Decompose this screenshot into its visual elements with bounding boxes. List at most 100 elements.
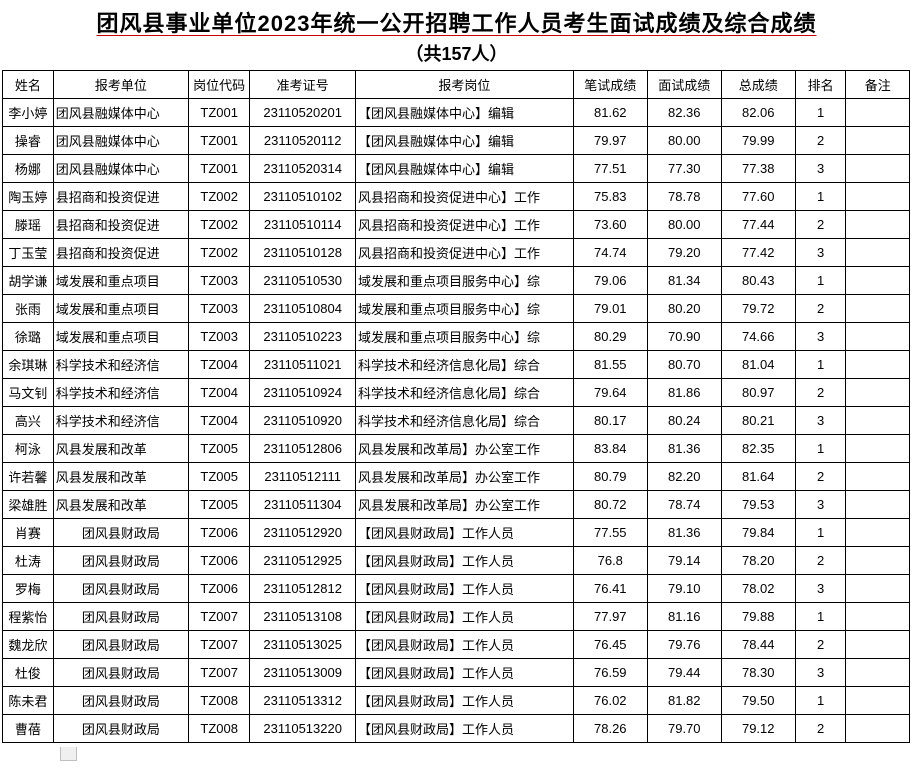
cell-interview: 79.44 bbox=[647, 659, 721, 687]
cell-rank: 2 bbox=[795, 463, 846, 491]
cell-post: 科学技术和经济信息化局】综合 bbox=[356, 407, 574, 435]
cell-post: 【团风县财政局】工作人员 bbox=[356, 547, 574, 575]
cell-remark bbox=[846, 323, 910, 351]
cell-unit: 风县发展和改革 bbox=[53, 463, 188, 491]
cell-name: 肖赛 bbox=[3, 519, 54, 547]
cell-post: 【团风县融媒体中心】编辑 bbox=[356, 99, 574, 127]
cell-ticket: 23110510530 bbox=[250, 267, 356, 295]
cell-rank: 2 bbox=[795, 211, 846, 239]
table-row: 杨娜团风县融媒体中心TZ00123110520314【团风县融媒体中心】编辑77… bbox=[3, 155, 910, 183]
cell-ticket: 23110510128 bbox=[250, 239, 356, 267]
cell-name: 杜俊 bbox=[3, 659, 54, 687]
cell-total: 80.97 bbox=[721, 379, 795, 407]
cell-rank: 3 bbox=[795, 407, 846, 435]
cell-interview: 81.36 bbox=[647, 435, 721, 463]
cell-rank: 1 bbox=[795, 99, 846, 127]
cell-unit: 团风县财政局 bbox=[53, 631, 188, 659]
cell-name: 胡学谦 bbox=[3, 267, 54, 295]
cell-total: 81.04 bbox=[721, 351, 795, 379]
cell-interview: 82.20 bbox=[647, 463, 721, 491]
cell-ticket: 23110512925 bbox=[250, 547, 356, 575]
table-row: 高兴科学技术和经济信TZ00423110510920科学技术和经济信息化局】综合… bbox=[3, 407, 910, 435]
cell-written: 80.72 bbox=[573, 491, 647, 519]
cell-code: TZ001 bbox=[189, 99, 250, 127]
cell-interview: 79.14 bbox=[647, 547, 721, 575]
cell-unit: 县招商和投资促进 bbox=[53, 239, 188, 267]
cell-remark bbox=[846, 491, 910, 519]
cell-code: TZ003 bbox=[189, 323, 250, 351]
cell-remark bbox=[846, 379, 910, 407]
cell-remark bbox=[846, 351, 910, 379]
col-header-name: 姓名 bbox=[3, 71, 54, 99]
cell-rank: 2 bbox=[795, 127, 846, 155]
cell-remark bbox=[846, 463, 910, 491]
cell-total: 79.12 bbox=[721, 715, 795, 743]
cell-total: 77.44 bbox=[721, 211, 795, 239]
cell-rank: 1 bbox=[795, 519, 846, 547]
cell-post: 【团风县融媒体中心】编辑 bbox=[356, 127, 574, 155]
cell-interview: 80.20 bbox=[647, 295, 721, 323]
cell-remark bbox=[846, 575, 910, 603]
table-row: 梁雄胜风县发展和改革TZ00523110511304风县发展和改革局】办公室工作… bbox=[3, 491, 910, 519]
table-row: 曹蓓团风县财政局TZ00823110513220【团风县财政局】工作人员78.2… bbox=[3, 715, 910, 743]
cell-post: 域发展和重点项目服务中心】综 bbox=[356, 323, 574, 351]
cell-post: 风县招商和投资促进中心】工作 bbox=[356, 211, 574, 239]
cell-unit: 域发展和重点项目 bbox=[53, 267, 188, 295]
cell-unit: 团风县财政局 bbox=[53, 547, 188, 575]
cell-unit: 团风县财政局 bbox=[53, 659, 188, 687]
cell-rank: 1 bbox=[795, 183, 846, 211]
cell-total: 79.72 bbox=[721, 295, 795, 323]
cell-interview: 80.70 bbox=[647, 351, 721, 379]
cell-name: 程紫怡 bbox=[3, 603, 54, 631]
cell-interview: 79.10 bbox=[647, 575, 721, 603]
cell-name: 余琪琳 bbox=[3, 351, 54, 379]
cell-interview: 78.78 bbox=[647, 183, 721, 211]
cell-name: 梁雄胜 bbox=[3, 491, 54, 519]
cell-written: 80.17 bbox=[573, 407, 647, 435]
sheet-tab[interactable] bbox=[60, 747, 77, 761]
cell-unit: 域发展和重点项目 bbox=[53, 323, 188, 351]
table-row: 魏龙欣团风县财政局TZ00723110513025【团风县财政局】工作人员76.… bbox=[3, 631, 910, 659]
cell-post: 【团风县财政局】工作人员 bbox=[356, 659, 574, 687]
cell-post: 风县招商和投资促进中心】工作 bbox=[356, 239, 574, 267]
col-header-post: 报考岗位 bbox=[356, 71, 574, 99]
cell-rank: 2 bbox=[795, 379, 846, 407]
cell-ticket: 23110511304 bbox=[250, 491, 356, 519]
cell-post: 科学技术和经济信息化局】综合 bbox=[356, 351, 574, 379]
cell-name: 魏龙欣 bbox=[3, 631, 54, 659]
cell-rank: 1 bbox=[795, 603, 846, 631]
cell-post: 【团风县财政局】工作人员 bbox=[356, 519, 574, 547]
table-row: 操睿团风县融媒体中心TZ00123110520112【团风县融媒体中心】编辑79… bbox=[3, 127, 910, 155]
cell-interview: 81.86 bbox=[647, 379, 721, 407]
cell-interview: 80.24 bbox=[647, 407, 721, 435]
cell-ticket: 23110520201 bbox=[250, 99, 356, 127]
cell-total: 78.02 bbox=[721, 575, 795, 603]
cell-total: 82.06 bbox=[721, 99, 795, 127]
cell-unit: 团风县财政局 bbox=[53, 603, 188, 631]
cell-interview: 81.82 bbox=[647, 687, 721, 715]
cell-written: 81.62 bbox=[573, 99, 647, 127]
cell-code: TZ005 bbox=[189, 491, 250, 519]
col-header-ticket: 准考证号 bbox=[250, 71, 356, 99]
table-row: 杜涛团风县财政局TZ00623110512925【团风县财政局】工作人员76.8… bbox=[3, 547, 910, 575]
table-row: 胡学谦域发展和重点项目TZ00323110510530域发展和重点项目服务中心】… bbox=[3, 267, 910, 295]
cell-ticket: 23110512806 bbox=[250, 435, 356, 463]
cell-post: 风县发展和改革局】办公室工作 bbox=[356, 463, 574, 491]
cell-rank: 3 bbox=[795, 491, 846, 519]
cell-post: 风县发展和改革局】办公室工作 bbox=[356, 435, 574, 463]
cell-name: 马文钊 bbox=[3, 379, 54, 407]
cell-ticket: 23110511021 bbox=[250, 351, 356, 379]
cell-interview: 78.74 bbox=[647, 491, 721, 519]
cell-ticket: 23110510920 bbox=[250, 407, 356, 435]
cell-code: TZ001 bbox=[189, 127, 250, 155]
cell-written: 76.41 bbox=[573, 575, 647, 603]
cell-written: 77.97 bbox=[573, 603, 647, 631]
cell-total: 80.21 bbox=[721, 407, 795, 435]
cell-code: TZ007 bbox=[189, 659, 250, 687]
cell-name: 杨娜 bbox=[3, 155, 54, 183]
table-row: 马文钊科学技术和经济信TZ00423110510924科学技术和经济信息化局】综… bbox=[3, 379, 910, 407]
col-header-remark: 备注 bbox=[846, 71, 910, 99]
cell-rank: 3 bbox=[795, 239, 846, 267]
cell-ticket: 23110512920 bbox=[250, 519, 356, 547]
cell-post: 【团风县财政局】工作人员 bbox=[356, 575, 574, 603]
